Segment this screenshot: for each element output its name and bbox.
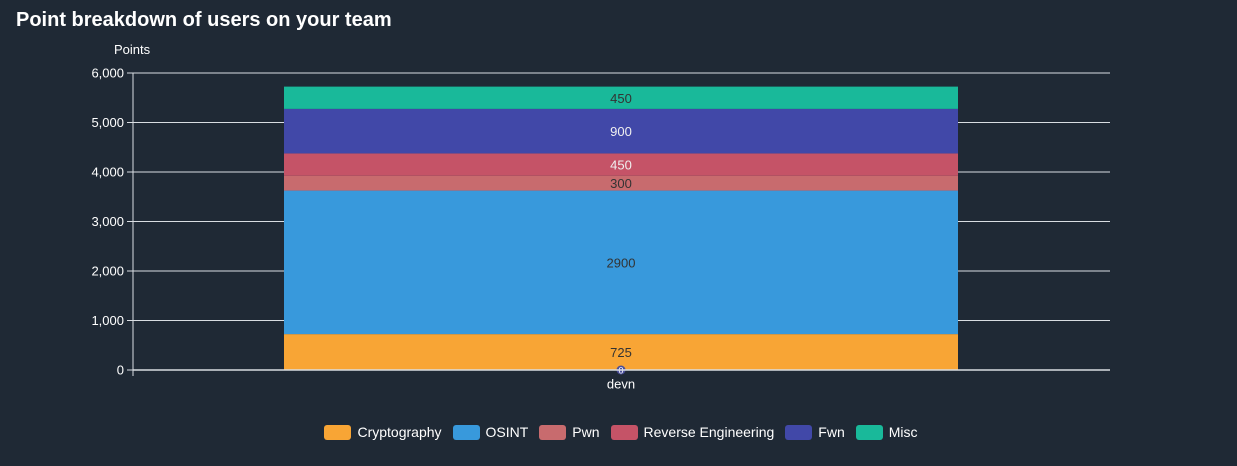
- bar: [284, 153, 958, 176]
- bar-segment-reverse-engineering: 450: [284, 153, 958, 176]
- legend-item-reverse-engineering[interactable]: Reverse Engineering: [610, 424, 775, 440]
- legend-swatch: [539, 424, 567, 440]
- data-label: 300: [610, 176, 632, 191]
- y-tick-label: 1,000: [91, 313, 124, 328]
- legend-label: OSINT: [485, 424, 529, 440]
- legend-label: Reverse Engineering: [643, 424, 775, 440]
- bar-segment-fwn: 900: [284, 108, 958, 154]
- bar: [284, 175, 958, 191]
- legend-item-cryptography[interactable]: Cryptography: [324, 424, 442, 440]
- y-tick-label: 6,000: [91, 66, 124, 81]
- data-label: 725: [610, 345, 632, 360]
- legend-label: Misc: [888, 424, 918, 440]
- legend-label: Fwn: [818, 424, 845, 440]
- bar: [284, 86, 958, 109]
- bar-segment-pwn: 300: [284, 175, 958, 191]
- legend-swatch: [855, 424, 883, 440]
- y-tick-label: 2,000: [91, 264, 124, 279]
- legend-item-fwn[interactable]: Fwn: [785, 424, 845, 440]
- legend-swatch: [785, 424, 813, 440]
- bar-segment-osint: 2900: [284, 190, 958, 335]
- legend-item-pwn[interactable]: Pwn: [539, 424, 600, 440]
- x-tick-label: devn: [607, 377, 635, 392]
- bar-segment-cryptography: 725: [284, 334, 958, 370]
- chart-legend: Cryptography OSINT Pwn Reverse Engineering F…: [0, 424, 1237, 440]
- bar: [284, 108, 958, 154]
- bar: [284, 334, 958, 370]
- chart-title: Point breakdown of users on your team: [16, 9, 392, 31]
- legend-item-osint[interactable]: OSINT: [452, 424, 529, 440]
- legend-swatch: [452, 424, 480, 440]
- y-tick-label: 5,000: [91, 115, 124, 130]
- y-tick-label: 4,000: [91, 165, 124, 180]
- legend-label: Pwn: [572, 424, 600, 440]
- y-tick-label: 0: [117, 363, 124, 378]
- legend-label: Cryptography: [357, 424, 442, 440]
- legend-item-misc[interactable]: Misc: [855, 424, 918, 440]
- data-label: 900: [610, 124, 632, 139]
- data-label: 2900: [607, 255, 636, 270]
- legend-swatch: [610, 424, 638, 440]
- data-label: 450: [610, 91, 632, 106]
- y-axis-title: Points: [114, 42, 151, 57]
- y-tick-label: 3,000: [91, 214, 124, 229]
- bar-segment-misc: 450: [284, 86, 958, 109]
- legend-swatch: [324, 424, 352, 440]
- stacked-bar-chart: 0 1,000 2,000 3,000 4,000 5,000 6,000 Points 725…: [91, 42, 1110, 392]
- data-label: 450: [610, 158, 632, 173]
- bar: [284, 190, 958, 335]
